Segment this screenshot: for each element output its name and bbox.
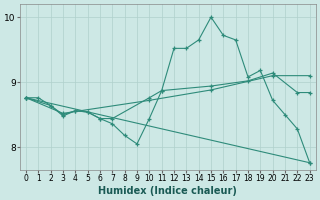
X-axis label: Humidex (Indice chaleur): Humidex (Indice chaleur): [98, 186, 237, 196]
